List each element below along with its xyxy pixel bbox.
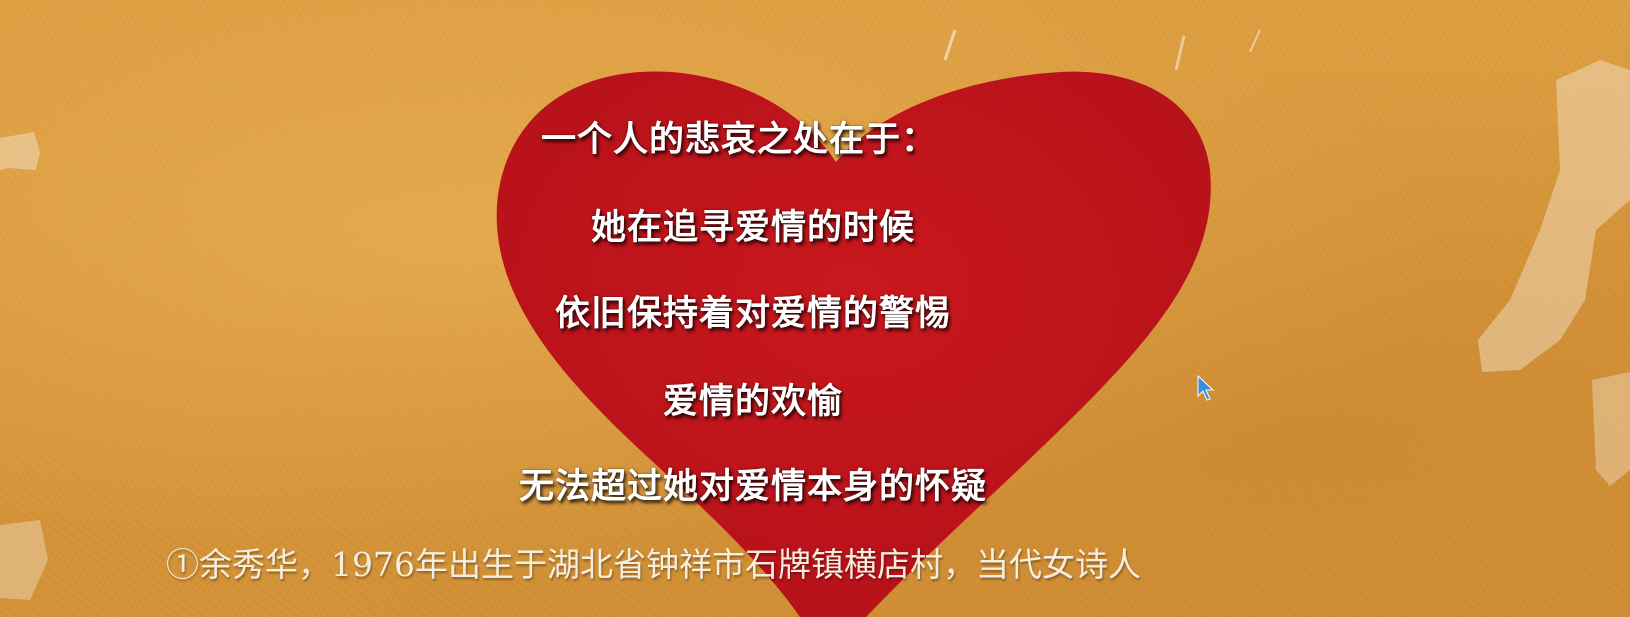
poem-line-5: 无法超过她对爱情本身的怀疑 — [518, 467, 987, 507]
poem-line-1: 一个人的悲哀之处在于： — [540, 120, 937, 160]
poem-line-2: 她在追寻爱情的时候 — [590, 208, 915, 248]
poem-line-3: 依旧保持着对爱情的警惕 — [554, 294, 951, 334]
mouse-pointer-icon — [1197, 374, 1215, 401]
poem-line-4: 爱情的欢愉 — [662, 382, 843, 422]
footnote-caption: ①余秀华，1976年出生于湖北省钟祥市石牌镇横店村，当代女诗人 — [166, 545, 1141, 584]
